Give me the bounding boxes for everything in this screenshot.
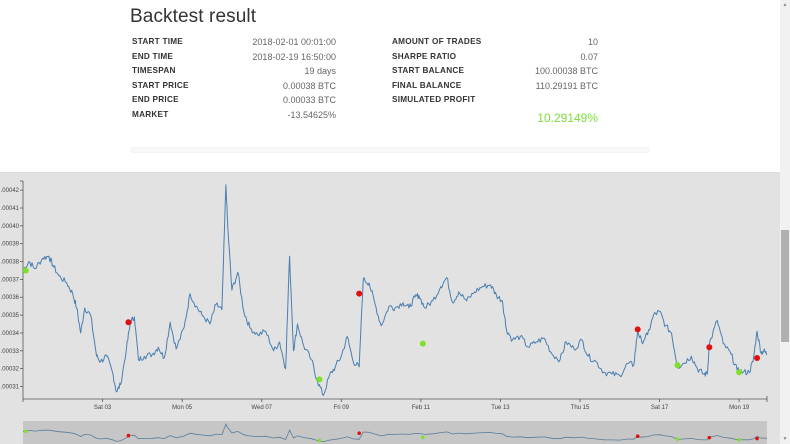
stat-value: 2018-02-19 16:50:00 [252,51,336,62]
stat-row: END PRICE 0.00033 BTC [132,93,336,108]
stat-row: START TIME 2018-02-01 00:01:00 [132,35,336,50]
y-axis: .00031 .00032 .00033 .00034 .00035 .00036 .000… [1,180,24,399]
y-tick-label: .00032 [1,367,20,373]
page-title: Backtest result [130,6,257,27]
x-tick-label: Fri 09 [334,405,350,411]
stat-label: FINAL BALANCE [392,80,462,90]
stat-label: AMOUNT OF TRADES [392,37,482,46]
y-tick-label: .00035 [1,313,20,319]
backtest-result-panel: Backtest result START TIME 2018-02-01 00:… [0,0,780,172]
sell-trade-marker[interactable] [754,354,761,361]
stat-value: 100.00038 BTC [534,66,598,77]
y-tick-label: .00039 [1,242,20,248]
buy-trade-marker[interactable] [419,340,426,347]
stats-table-right: AMOUNT OF TRADES 10 SHARPE RATIO 0.07 START … [392,35,598,125]
scroll-up-arrow-icon[interactable]: ▲ [782,2,788,8]
stat-row: SIMULATED PROFIT [392,93,598,108]
stat-row: MARKET -13.54625% [132,108,336,123]
stat-label: START TIME [132,37,184,46]
stat-value: 10 [587,37,598,47]
x-axis: Sat 03 Mon 05 Wed 07 Fri 09 Feb 11 Tue 13 Thu … [22,396,768,411]
buy-trade-marker[interactable] [674,362,681,369]
x-tick-label: Mon 19 [729,405,750,411]
scrollbar-thumb[interactable] [781,230,789,342]
range-navigator[interactable] [22,421,768,444]
navigator-buy-marker [23,429,28,434]
sell-trade-marker[interactable] [125,319,132,326]
trade-markers [22,267,761,383]
stat-value: 0.00038 BTC [282,80,336,91]
stat-label: SHARPE RATIO [392,51,457,61]
sell-trade-marker[interactable] [356,290,363,297]
stat-value: 110.29191 BTC [535,80,598,91]
navigator-sell-marker [707,435,712,440]
x-tick-label: Wed 07 [251,405,272,411]
navigator-buy-marker [421,435,425,440]
x-tick-label: Thu 15 [571,405,590,411]
navigator-buy-marker [317,438,322,443]
buy-trade-marker[interactable] [316,376,323,383]
page-scrollbar[interactable]: ▲ ▼ [780,0,790,444]
stat-value: 0.07 [580,51,598,62]
stat-row: START PRICE 0.00038 BTC [132,79,336,94]
stat-label: SIMULATED PROFIT [392,95,476,105]
stats-table-left: START TIME 2018-02-01 00:01:00 END TIME 201… [132,35,336,123]
y-tick-label: .00040 [1,224,20,230]
y-tick-label: .00033 [1,349,20,355]
stat-value: 19 days [304,66,336,77]
stat-value: 2018-02-01 00:01:00 [252,37,336,47]
navigator-buy-marker [675,437,680,441]
stat-row: END TIME 2018-02-19 16:50:00 [132,50,336,65]
y-tick-label: .00034 [1,331,20,337]
stat-label: END TIME [132,51,174,61]
x-tick-label: Sat 17 [651,405,669,411]
stat-label: START BALANCE [392,66,465,76]
navigator-sell-marker [126,433,131,438]
y-tick-label: .00038 [1,260,20,266]
stat-row: AMOUNT OF TRADES 10 [392,35,598,50]
y-tick-label: .00031 [1,385,20,391]
navigator-sell-marker [635,434,640,438]
stat-value: -13.54625% [287,109,336,120]
simulated-profit-value: 10.29149% [537,111,598,125]
buy-trade-marker[interactable] [22,267,29,274]
stat-label: TIMESPAN [132,66,176,76]
navigator-sell-marker [755,436,759,441]
sell-trade-marker[interactable] [634,326,641,333]
y-tick-label: .00036 [1,295,20,301]
price-line [22,184,768,396]
x-tick-label: Mon 05 [172,405,193,411]
y-tick-label: .00042 [1,188,20,194]
sell-trade-marker[interactable] [706,344,713,351]
y-tick-label: .00037 [1,277,20,283]
stat-row: START BALANCE 100.00038 BTC [392,64,598,79]
price-chart[interactable]: .00031 .00032 .00033 .00034 .00035 .00036 .000… [0,172,780,444]
x-tick-label: Sat 03 [94,405,112,411]
section-divider [130,147,650,153]
navigator-sell-marker [357,431,361,436]
stat-value: 0.00033 BTC [282,95,336,106]
stat-label: MARKET [132,109,169,119]
navigator-buy-marker [737,437,741,442]
navigator-selection[interactable] [23,421,767,444]
x-tick-label: Feb 11 [412,405,431,411]
stat-label: START PRICE [132,80,189,90]
scroll-down-arrow-icon[interactable]: ▼ [782,436,788,442]
stat-label: END PRICE [132,95,179,105]
y-tick-label: .00041 [1,206,20,212]
stat-row: FINAL BALANCE 110.29191 BTC [392,79,598,94]
buy-trade-marker[interactable] [736,369,743,376]
stat-row: TIMESPAN 19 days [132,64,336,79]
stat-row: SHARPE RATIO 0.07 [392,50,598,65]
x-tick-label: Tue 13 [491,405,510,411]
chart-canvas[interactable]: .00031 .00032 .00033 .00034 .00035 .00036 .000… [0,173,780,444]
